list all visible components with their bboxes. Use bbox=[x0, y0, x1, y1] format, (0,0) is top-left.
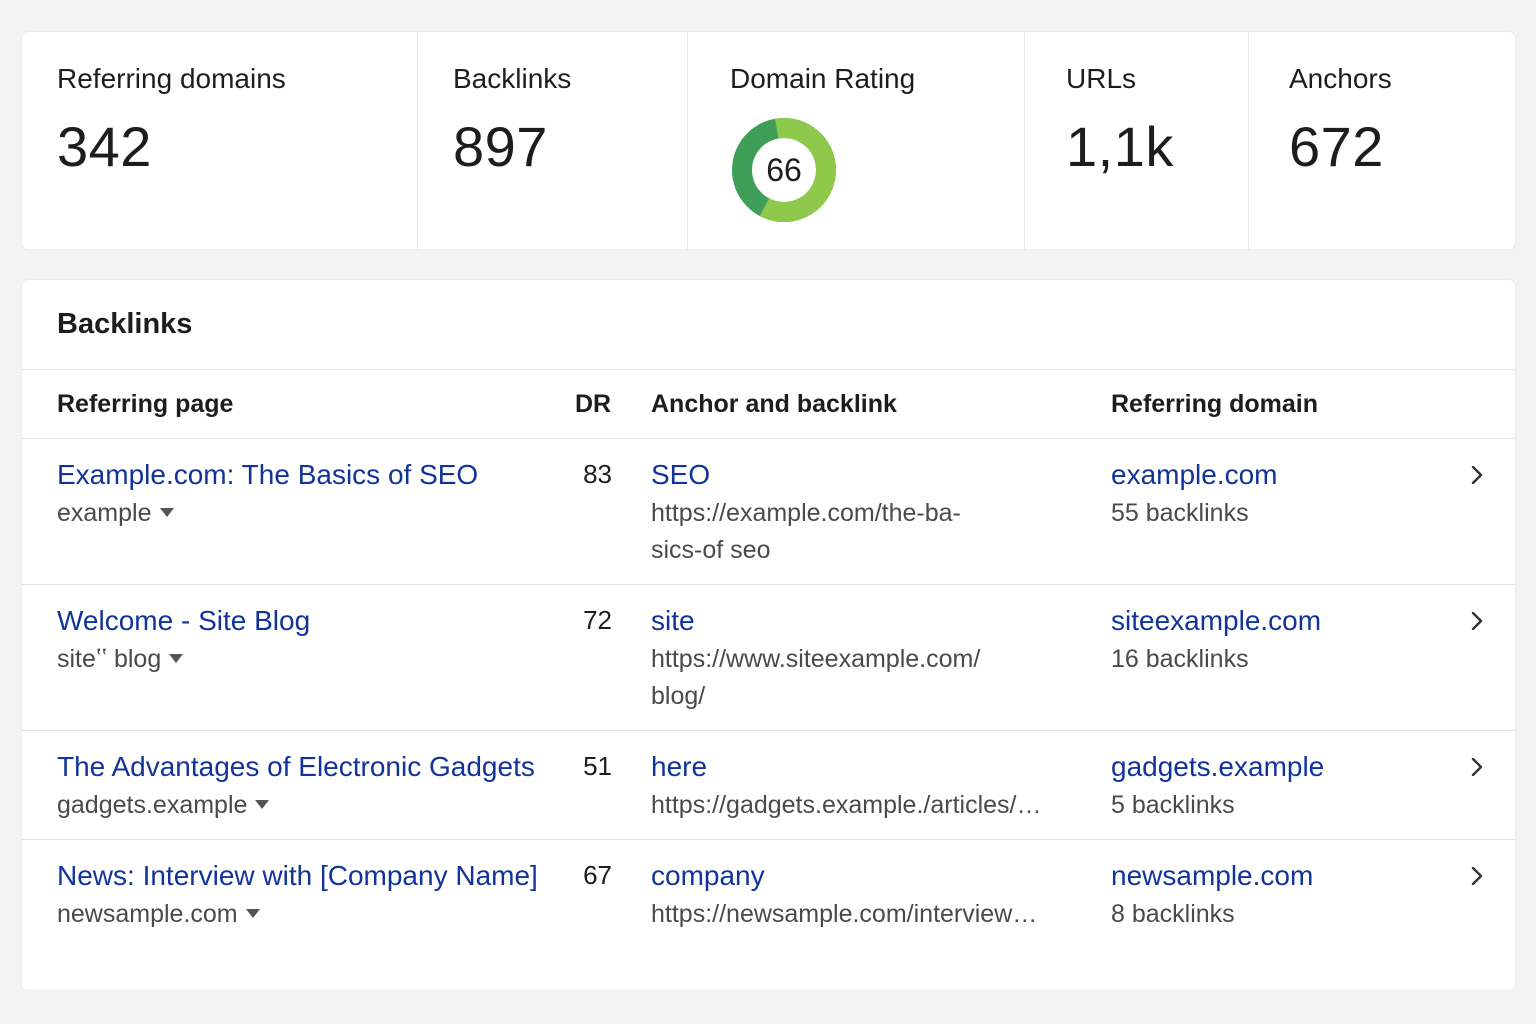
table-row[interactable]: Example.com: The Basics of SEO example 8… bbox=[22, 439, 1515, 585]
stat-anchors[interactable]: Anchors 672 bbox=[1248, 32, 1515, 249]
caret-down-icon[interactable] bbox=[255, 799, 270, 809]
stat-label: Backlinks bbox=[453, 63, 572, 94]
backlink-url-line2[interactable]: blog/ bbox=[651, 682, 706, 710]
domain-rating-value: 66 bbox=[766, 151, 802, 188]
divider bbox=[22, 730, 1515, 731]
chevron-right-icon[interactable] bbox=[1468, 466, 1486, 484]
chevron-right-icon[interactable] bbox=[1468, 758, 1486, 776]
table-row[interactable]: Welcome - Site Blog siteʽʽ blog 72 site … bbox=[22, 585, 1515, 731]
domain-backlink-count: 5 backlinks bbox=[1111, 791, 1235, 819]
referring-page-title-link[interactable]: News: Interview with [Company Name] bbox=[57, 860, 538, 891]
dr-value: 72 bbox=[583, 605, 612, 635]
referring-page-site[interactable]: newsample.com bbox=[57, 900, 260, 929]
caret-down-icon[interactable] bbox=[159, 507, 174, 517]
backlink-url-line2[interactable]: sics-of seo bbox=[651, 536, 771, 564]
domain-backlink-count: 16 backlinks bbox=[1111, 645, 1249, 673]
panel-title: Backlinks bbox=[57, 308, 193, 340]
column-header-anchor[interactable]: Anchor and backlink bbox=[651, 390, 897, 418]
column-header-referring-domain[interactable]: Referring domain bbox=[1111, 390, 1318, 418]
referring-domain-link[interactable]: gadgets.example bbox=[1111, 751, 1325, 782]
referring-page-title-link[interactable]: Welcome - Site Blog bbox=[57, 605, 311, 636]
referring-domain-link[interactable]: newsample.com bbox=[1111, 860, 1314, 891]
domain-rating-gauge bbox=[732, 118, 836, 222]
backlink-url[interactable]: https://newsample.com/interview… bbox=[651, 900, 1038, 928]
site-name: newsample.com bbox=[57, 900, 238, 928]
caret-down-icon[interactable] bbox=[169, 653, 184, 663]
table-row[interactable]: News: Interview with [Company Name] news… bbox=[22, 840, 1515, 950]
referring-domain-link[interactable]: example.com bbox=[1111, 459, 1278, 490]
stat-domain-rating[interactable]: Domain Rating 66 bbox=[687, 32, 1024, 249]
referring-domain-link[interactable]: siteexample.com bbox=[1111, 605, 1322, 636]
stat-value: 1,1k bbox=[1066, 115, 1174, 178]
site-name: gadgets.example bbox=[57, 791, 248, 819]
divider bbox=[22, 584, 1515, 585]
backlink-url-line1[interactable]: https://example.com/the-ba- bbox=[651, 499, 961, 527]
stat-value: 342 bbox=[57, 115, 152, 178]
stat-urls[interactable]: URLs 1,1k bbox=[1024, 32, 1248, 249]
site-name: siteʽʽ blog bbox=[57, 645, 162, 673]
column-header-dr[interactable]: DR bbox=[575, 390, 612, 418]
anchor-link[interactable]: site bbox=[651, 605, 695, 636]
stat-label: Referring domains bbox=[57, 63, 286, 94]
stat-label: URLs bbox=[1066, 63, 1137, 94]
dr-value: 51 bbox=[583, 751, 612, 781]
anchor-link[interactable]: SEO bbox=[651, 459, 711, 490]
chevron-right-icon[interactable] bbox=[1468, 612, 1486, 630]
stat-value: 897 bbox=[453, 115, 548, 178]
site-name: example bbox=[57, 499, 152, 527]
referring-page-site[interactable]: example bbox=[57, 499, 174, 528]
chevron-right-icon[interactable] bbox=[1468, 867, 1486, 885]
domain-backlink-count: 55 backlinks bbox=[1111, 499, 1249, 527]
stats-card: Referring domains 342 Backlinks 897 Doma… bbox=[22, 32, 1515, 249]
stat-referring-domains[interactable]: Referring domains 342 bbox=[22, 32, 417, 249]
caret-down-icon[interactable] bbox=[245, 908, 260, 918]
backlinks-panel: Backlinks Referring page DR Anchor and b… bbox=[22, 280, 1515, 990]
dr-value: 83 bbox=[583, 459, 612, 489]
divider bbox=[22, 369, 1515, 370]
referring-page-title-link[interactable]: The Advantages of Electronic Gadgets bbox=[57, 751, 535, 782]
divider bbox=[22, 839, 1515, 840]
column-header-referring-page[interactable]: Referring page bbox=[57, 390, 234, 418]
referring-page-site[interactable]: gadgets.example bbox=[57, 791, 270, 820]
anchor-link[interactable]: company bbox=[651, 860, 765, 891]
anchor-link[interactable]: here bbox=[651, 751, 708, 782]
referring-page-title-link[interactable]: Example.com: The Basics of SEO bbox=[57, 459, 479, 490]
gauge-light-segment bbox=[732, 118, 836, 222]
stat-label: Domain Rating bbox=[730, 63, 916, 94]
backlink-url-line1[interactable]: https://www.siteexample.com/ bbox=[651, 645, 981, 673]
domain-backlink-count: 8 backlinks bbox=[1111, 900, 1235, 928]
dr-value: 67 bbox=[583, 860, 612, 890]
divider bbox=[22, 438, 1515, 439]
backlink-url[interactable]: https://gadgets.example./articles/… bbox=[651, 791, 1042, 819]
table-row[interactable]: The Advantages of Electronic Gadgets gad… bbox=[22, 731, 1515, 840]
stat-label: Anchors bbox=[1289, 63, 1392, 94]
referring-page-site[interactable]: siteʽʽ blog bbox=[57, 645, 184, 674]
stat-backlinks[interactable]: Backlinks 897 bbox=[417, 32, 687, 249]
stat-value: 672 bbox=[1289, 115, 1384, 178]
